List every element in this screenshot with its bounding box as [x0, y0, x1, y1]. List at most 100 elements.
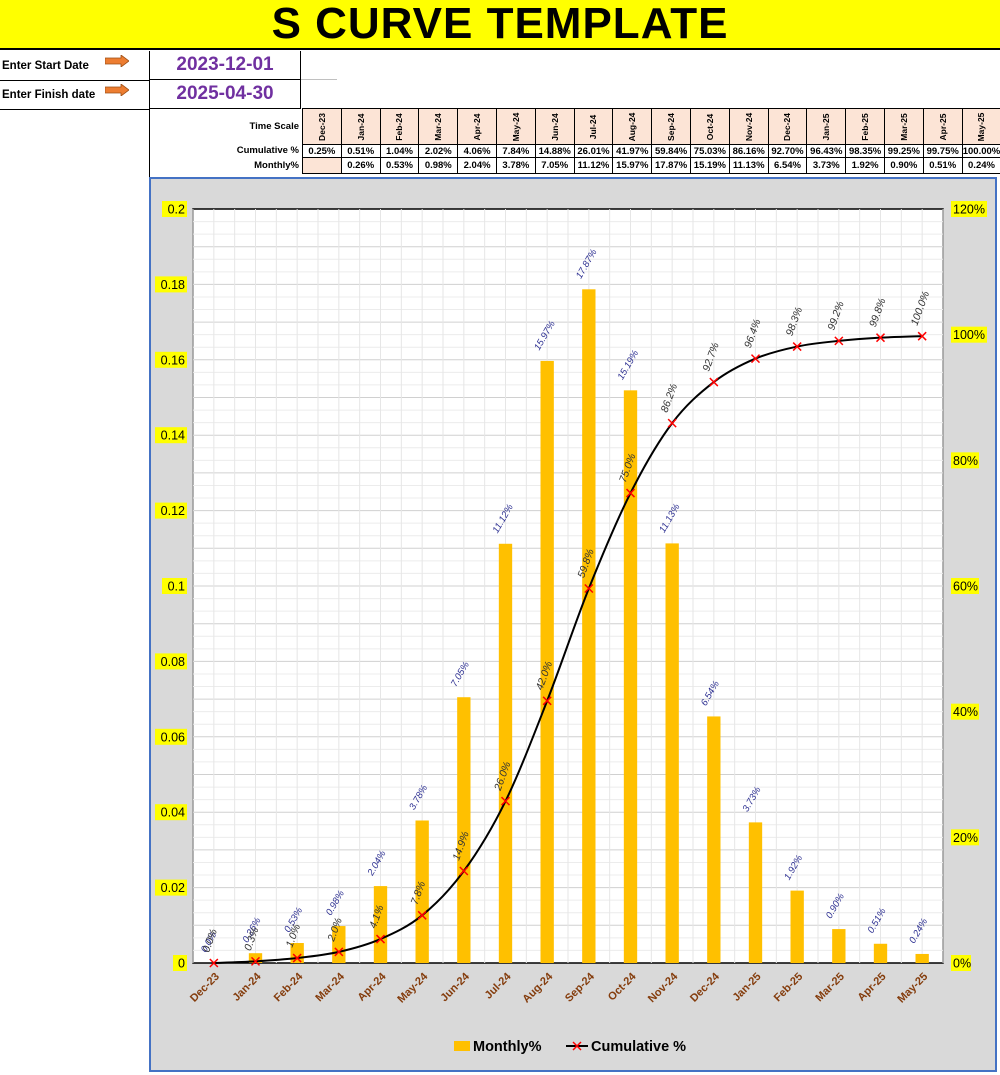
finish-date-input[interactable]: 2025-04-30 — [149, 80, 301, 109]
month-header: Nov-24 — [728, 108, 769, 145]
start-date-input[interactable]: 2023-12-01 — [149, 51, 301, 80]
cumulative-marker — [750, 354, 761, 364]
x-tick-label: Dec-24 — [688, 970, 723, 1005]
marker-stroke — [875, 333, 886, 343]
cumulative-cell: 0.25% — [302, 144, 342, 158]
marker-stroke — [500, 796, 511, 806]
y-left-tick-label: 0.2 — [168, 203, 185, 217]
month-header: Mar-25 — [884, 108, 924, 145]
title-bar: S CURVE TEMPLATE — [0, 0, 1000, 50]
month-header-label: Jan-25 — [821, 113, 832, 140]
bar-monthly — [582, 289, 596, 963]
monthly-cell: 0.26% — [340, 157, 381, 174]
cumulative-cell: 2.02% — [418, 144, 459, 158]
y-left-tick-label: 0.1 — [168, 580, 185, 594]
y-left-tick-label: 0.06 — [161, 730, 185, 744]
month-header-label: Mar-25 — [898, 112, 909, 141]
y-left-tick-label: 0.18 — [161, 278, 185, 292]
bar-monthly — [832, 929, 846, 963]
bar-monthly — [623, 390, 638, 963]
cumulative-cell: 41.97% — [612, 144, 653, 158]
cumulative-cell: 7.84% — [496, 144, 536, 158]
cumulative-cell: 59.84% — [651, 144, 691, 158]
cumulative-cell: 98.35% — [845, 144, 885, 158]
y-right-tick-label: 120% — [953, 203, 985, 217]
y-left-tick-bg — [155, 728, 187, 745]
y-left-tick-label: 0.12 — [161, 504, 185, 518]
marker-stroke — [709, 377, 719, 387]
legend: Monthly% Cumulative % — [454, 1039, 686, 1055]
monthly-cell: 3.73% — [806, 157, 847, 174]
month-header-label: Dec-24 — [782, 112, 793, 141]
month-header-label: Sep-24 — [666, 112, 677, 141]
cumulative-marker — [334, 947, 344, 957]
month-header: Apr-25 — [922, 108, 963, 145]
month-header: Jun-24 — [534, 108, 575, 145]
cumulative-cell: 4.06% — [457, 144, 497, 158]
monthly-cell: 3.78% — [496, 157, 536, 174]
x-tick-label: Jan-24 — [230, 970, 264, 1004]
month-header: Apr-24 — [457, 108, 497, 145]
bar-monthly — [457, 697, 471, 963]
month-header: Mar-24 — [418, 108, 459, 145]
y-right-tick-label: 100% — [953, 328, 985, 342]
marker-stroke — [750, 354, 761, 364]
y-left-tick-bg — [173, 955, 187, 971]
legend-swatch-bar — [454, 1041, 470, 1051]
x-tick-label: Oct-24 — [606, 970, 639, 1003]
y-left-tick-bg — [155, 653, 187, 670]
s-curve-chart: 0 0.02 0.04 0.06 0.08 0.1 0.12 0.14 0.16 0.18 0.2 0… — [155, 201, 987, 1055]
bar-monthly — [415, 820, 429, 963]
cumulative-cell: 1.04% — [379, 144, 420, 158]
bar-monthly — [748, 822, 763, 963]
y-right-tick-label: 60% — [953, 580, 978, 594]
y-right-tick-label: 80% — [953, 454, 978, 468]
y-left-tick-label: 0.14 — [161, 429, 185, 443]
month-header-label: Dec-23 — [316, 112, 327, 141]
month-header: Sep-24 — [651, 108, 691, 145]
chart-area: 0 0.02 0.04 0.06 0.08 0.1 0.12 0.14 0.16 0.18 0.2 0… — [149, 177, 997, 1072]
cumulative-cell: 14.88% — [534, 144, 575, 158]
monthly-cell: 6.54% — [767, 157, 808, 174]
marker-stroke — [667, 418, 677, 428]
month-header: May-25 — [961, 108, 1000, 145]
x-tick-label: Jun-24 — [438, 970, 472, 1004]
marker-stroke — [542, 696, 552, 706]
y-right-tick-bg — [951, 452, 979, 469]
bar-monthly — [332, 926, 346, 963]
monthly-cell: 17.87% — [651, 157, 691, 174]
x-tick-label: Dec-23 — [188, 971, 222, 1005]
y-left-tick-bg — [155, 502, 187, 519]
x-tick-label: Aug-24 — [520, 970, 555, 1005]
y-right-tick-bg — [951, 955, 971, 971]
cumulative-cell: 99.25% — [884, 144, 924, 158]
month-header: May-24 — [496, 108, 536, 145]
cumulative-cell: 0.51% — [340, 144, 381, 158]
y-right-tick-label: 20% — [953, 831, 978, 845]
monthly-row-label: Monthly% — [254, 160, 299, 171]
month-header: Feb-24 — [379, 108, 420, 145]
monthly-cell: 15.97% — [612, 157, 653, 174]
cumulative-cell: 99.75% — [922, 144, 963, 158]
monthly-cell: 0.98% — [418, 157, 459, 174]
legend-label: Cumulative % — [591, 1039, 686, 1055]
cumulative-cell: 75.03% — [690, 144, 730, 158]
y-left-tick-bg — [155, 427, 187, 444]
marker-stroke — [625, 488, 636, 498]
month-header-label: Nov-24 — [743, 112, 754, 141]
cumulative-marker — [209, 958, 219, 968]
cumulative-marker — [542, 696, 552, 706]
bar-monthly — [665, 543, 679, 963]
y-left-tick-label: 0.02 — [161, 881, 185, 895]
y-right-tick-bg — [951, 578, 979, 594]
month-header-label: Oct-24 — [704, 113, 715, 140]
cumulative-marker — [375, 934, 386, 944]
bar-monthly — [790, 890, 804, 963]
bar-monthly — [373, 886, 388, 963]
month-header-label: Mar-24 — [433, 112, 444, 141]
marker-stroke — [459, 866, 469, 876]
cumulative-marker — [584, 583, 594, 594]
cumulative-marker — [417, 910, 427, 920]
cumulative-cell: 92.70% — [767, 144, 808, 158]
y-right-tick-bg — [951, 326, 987, 343]
